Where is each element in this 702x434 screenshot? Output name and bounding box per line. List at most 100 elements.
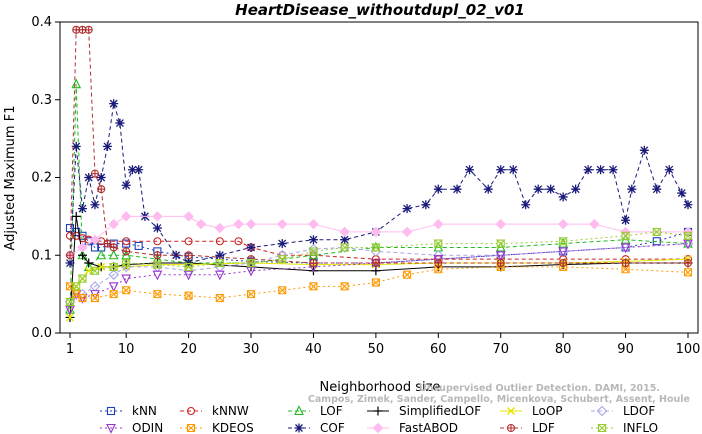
data-point <box>127 165 137 175</box>
series-cof <box>65 99 693 268</box>
data-point <box>558 247 569 258</box>
legend-item: COF <box>288 421 345 434</box>
data-point <box>683 239 693 250</box>
data-point <box>433 184 443 194</box>
data-point <box>108 218 119 230</box>
data-point <box>65 297 75 306</box>
x-tick-label: 100 <box>676 342 701 357</box>
y-tick-label: 0.0 <box>31 326 52 341</box>
legend-marker <box>373 406 383 416</box>
legend-item: kNN <box>100 404 157 418</box>
data-point <box>120 211 132 222</box>
legend-marker <box>372 422 384 434</box>
data-point <box>108 262 119 271</box>
data-point <box>109 290 118 299</box>
data-point <box>184 291 193 300</box>
legend-label: INFLO <box>623 421 658 434</box>
data-point <box>134 165 144 175</box>
data-point <box>278 286 287 295</box>
data-point <box>121 180 131 190</box>
data-point <box>65 258 75 268</box>
data-point <box>434 258 443 268</box>
data-point <box>465 165 475 175</box>
legend-item: LoOP <box>500 404 563 418</box>
data-point <box>433 218 444 230</box>
legend-item: INFLO <box>591 421 658 434</box>
x-tick-label: 30 <box>243 342 260 357</box>
data-point <box>96 249 107 260</box>
data-point <box>596 165 606 175</box>
data-point <box>215 237 224 246</box>
series-line <box>70 235 688 260</box>
legend-marker <box>186 406 196 416</box>
data-point <box>90 293 100 303</box>
legend-label: kNN <box>132 404 157 418</box>
data-point <box>77 242 88 253</box>
data-point <box>102 141 112 151</box>
legend-item: LOF <box>288 404 343 418</box>
legend-marker <box>106 423 116 434</box>
data-point <box>495 251 506 261</box>
data-point <box>340 282 349 291</box>
data-point <box>108 269 119 280</box>
data-point <box>71 282 82 291</box>
data-point <box>558 237 568 246</box>
data-point <box>214 270 225 281</box>
legend-label: SimplifiedLOF <box>399 404 481 418</box>
data-point <box>183 270 194 281</box>
data-point <box>233 218 244 230</box>
data-point <box>683 231 693 240</box>
data-point <box>558 192 568 202</box>
data-point <box>65 251 75 260</box>
data-point <box>71 211 81 221</box>
data-point <box>108 249 119 260</box>
legend-label: LDF <box>532 421 555 434</box>
legend-item: KDEOS <box>180 421 254 434</box>
data-point <box>122 286 131 295</box>
plot-area <box>64 25 694 322</box>
data-point <box>153 290 162 299</box>
x-tick-label: 10 <box>118 342 135 357</box>
series-line <box>69 227 689 264</box>
data-point <box>215 293 224 303</box>
data-point <box>496 165 506 175</box>
data-point <box>153 237 162 246</box>
data-point <box>277 255 288 264</box>
data-point <box>246 290 256 299</box>
data-point <box>683 200 693 210</box>
legend-marker <box>186 423 196 433</box>
data-point <box>77 274 88 283</box>
legend: kNN kNNW LOF SimplifiedLOF LoOP LDOF ODIN KDEOS… <box>100 404 658 434</box>
data-point <box>184 251 193 260</box>
y-tick-label: 0.4 <box>31 15 52 30</box>
credit-line-1: Unsupervised Outlier Detection. DAMI, 20… <box>419 383 660 394</box>
data-point <box>546 184 556 194</box>
series-line <box>69 231 689 303</box>
x-tick-label: 60 <box>430 342 447 357</box>
legend-marker <box>597 423 607 433</box>
data-point <box>402 204 412 214</box>
legend-marker <box>294 405 304 416</box>
data-point <box>277 218 288 230</box>
data-point <box>370 226 382 238</box>
data-point <box>152 211 163 222</box>
data-point <box>153 251 162 260</box>
data-point <box>571 184 581 194</box>
legend-label: ODIN <box>132 421 163 434</box>
legend-item: kNNW <box>180 404 249 418</box>
legend-label: COF <box>320 421 345 434</box>
data-point <box>109 99 119 109</box>
y-axis-label: Adjusted Maximum F1 <box>3 106 18 251</box>
data-point <box>108 282 119 293</box>
y-tick-label: 0.1 <box>31 248 52 263</box>
legend-marker <box>596 405 608 417</box>
legend-label: FastABOD <box>399 421 458 434</box>
legend-item: LDOF <box>591 404 655 418</box>
data-point <box>184 237 193 246</box>
data-point <box>371 243 381 252</box>
data-point <box>134 241 143 250</box>
data-point <box>90 266 100 275</box>
data-point <box>620 243 631 254</box>
data-point <box>683 268 693 277</box>
data-point <box>558 237 569 248</box>
